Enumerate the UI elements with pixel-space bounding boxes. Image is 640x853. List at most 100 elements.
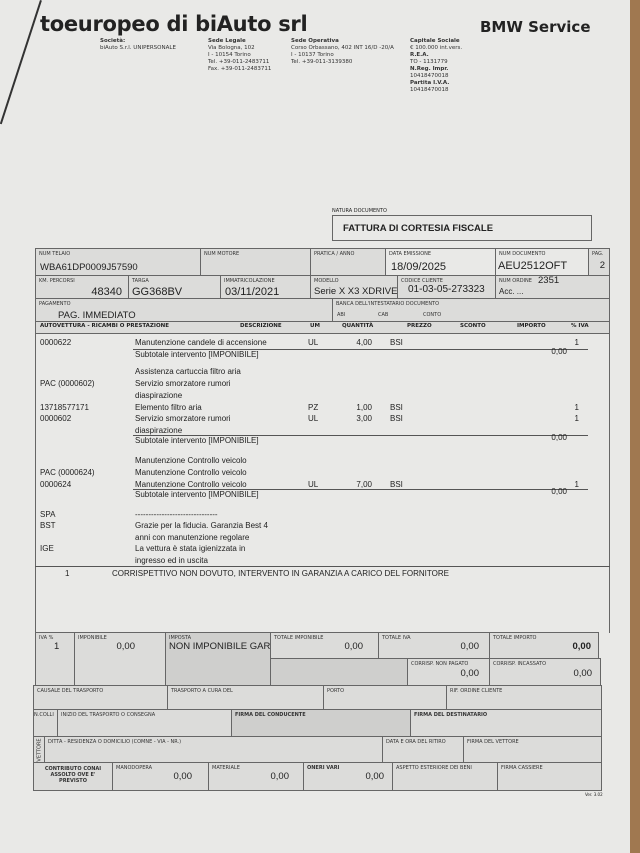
label: PRATICA / ANNO bbox=[314, 251, 355, 257]
natura-label: NATURA DOCUMENTO bbox=[332, 208, 387, 214]
cassiere-box: FIRMA CASSIERE bbox=[497, 762, 602, 791]
value: 0,00 bbox=[116, 641, 136, 652]
line: I - 10137 Torino bbox=[291, 52, 334, 58]
line-desc: Manutenzione Controllo veicolo bbox=[135, 468, 247, 477]
ordine-box: NUM ORDINE 2351 Acc. ... bbox=[495, 275, 610, 299]
label: Sede Legale bbox=[208, 38, 246, 44]
label: IMMATRICOLAZIONE bbox=[224, 278, 275, 284]
label: MANODOPERA bbox=[116, 765, 153, 771]
line: 10418470018 bbox=[410, 73, 449, 79]
label: NUM MOTORE bbox=[204, 251, 240, 257]
line-desc: La vettura è stata igienizzata in bbox=[135, 544, 246, 553]
label: DATA EMISSIONE bbox=[389, 251, 432, 257]
label: FIRMA DEL CONDUCENTE bbox=[235, 712, 306, 718]
capitale-sociale: Capitale Sociale € 100.000 int.vers. R.E.A… bbox=[410, 38, 462, 94]
line: € 100.000 int.vers. bbox=[410, 45, 463, 51]
label: R.E.A. bbox=[410, 52, 429, 58]
subtotal-line bbox=[133, 435, 588, 436]
line-importo: 0,00 bbox=[551, 347, 567, 356]
incassato-box: CORRISP. INCASSATO 0,00 bbox=[489, 658, 601, 686]
numdoc-box: NUM DOCUMENTO AEU2512OFT bbox=[495, 248, 589, 276]
km-box: KM. PERCORSI 48340 bbox=[35, 275, 129, 299]
targa-box: TARGA GG368BV bbox=[128, 275, 221, 299]
column-header: SCONTO bbox=[460, 323, 486, 329]
line-desc: Manutenzione Controllo veicolo bbox=[135, 480, 247, 489]
line-desc: Subtotale intervento [IMPONIBILE] bbox=[135, 350, 259, 359]
label: CAUSALE DEL TRASPORTO bbox=[37, 688, 104, 694]
line: Fax. +39-011-2483711 bbox=[208, 66, 272, 72]
line-desc: Grazie per la fiducia. Garanzia Best 4 bbox=[135, 521, 268, 530]
label: IVA % bbox=[39, 635, 54, 641]
aspetto-box: ASPETTO ESTERIORE DEI BENI bbox=[392, 762, 498, 791]
column-header: PREZZO bbox=[407, 323, 432, 329]
sede-operativa: Sede Operativa Corso Orbassano, 402 INT 1… bbox=[291, 38, 394, 66]
document-type: FATTURA DI CORTESIA FISCALE bbox=[343, 223, 494, 234]
rif-box: RIF. ORDINE CLIENTE bbox=[446, 685, 602, 710]
tot-iva-box: TOTALE IVA 0,00 bbox=[378, 632, 490, 659]
table-edge-background bbox=[630, 0, 640, 853]
label: PAG. bbox=[592, 251, 604, 257]
manodopera-box: MANODOPERA 0,00 bbox=[112, 762, 209, 791]
immatricolazione-box: IMMATRICOLAZIONE 03/11/2021 bbox=[220, 275, 311, 299]
label: CORRISP. INCASSATO bbox=[493, 661, 547, 667]
causale-box: CAUSALE DEL TRASPORTO bbox=[33, 685, 168, 710]
firma-vettore-box: FIRMA DEL VETTORE bbox=[463, 736, 602, 763]
value: 48340 bbox=[91, 286, 122, 298]
value: 0,00 bbox=[460, 641, 480, 652]
label: MODELLO bbox=[314, 278, 339, 284]
divider bbox=[35, 566, 610, 567]
sede-legale: Sede Legale Via Bologna, 102 I - 10154 Tor… bbox=[208, 38, 271, 73]
line-importo: 0,00 bbox=[551, 433, 567, 442]
line-desc: Elemento filtro aria bbox=[135, 403, 202, 412]
brand-logo-text: BMW Service bbox=[480, 18, 591, 36]
line-prezzo: BSI bbox=[390, 403, 403, 412]
column-header: % IVA bbox=[571, 323, 589, 329]
column-header: QUANTITÀ bbox=[342, 323, 374, 329]
line-desc: Subtotale intervento [IMPONIBILE] bbox=[135, 490, 259, 499]
pag-box: PAG. 2 bbox=[588, 248, 610, 276]
label: BANCA DELL'INTESTATARIO DOCUMENTO bbox=[336, 301, 440, 307]
column-header: DESCRIZIONE bbox=[240, 323, 282, 329]
label: VETTORE bbox=[36, 738, 43, 762]
label: FIRMA DEL DESTINATARIO bbox=[414, 712, 488, 718]
line-desc: diaspirazione bbox=[135, 391, 183, 400]
line-prezzo: BSI bbox=[390, 338, 403, 347]
label: DATA E ORA DEL RITIRO bbox=[386, 739, 446, 745]
value: 0,00 bbox=[572, 641, 592, 652]
value: 03/11/2021 bbox=[225, 286, 280, 298]
motore-box: NUM MOTORE bbox=[200, 248, 311, 276]
line-code: 0000622 bbox=[40, 338, 72, 347]
label: Società: bbox=[100, 38, 126, 44]
version: Ver. 3.02 bbox=[585, 792, 603, 797]
label: ONERI VARI bbox=[307, 765, 340, 771]
line-iva: 1 bbox=[574, 480, 579, 489]
line-importo: 0,00 bbox=[551, 487, 567, 496]
firma-conducente-box: FIRMA DEL CONDUCENTE bbox=[231, 709, 411, 737]
line-code: PAC (0000624) bbox=[40, 468, 95, 477]
label: IMPONIBILE bbox=[78, 635, 107, 641]
label: PORTO bbox=[327, 688, 345, 694]
cab-label: CAB bbox=[378, 312, 389, 318]
value: 0,00 bbox=[270, 771, 290, 782]
line-desc: ------------------------------- bbox=[135, 510, 218, 519]
subtotal-line bbox=[133, 349, 588, 350]
tot-imponibile-box: TOTALE IMPONIBILE 0,00 bbox=[270, 632, 379, 659]
value: WBA61DP0009J57590 bbox=[40, 262, 138, 273]
label: TRASPORTO A CURA DEL bbox=[171, 688, 233, 694]
line-qty: 4,00 bbox=[356, 338, 372, 347]
line-um: UL bbox=[308, 480, 319, 489]
label: TOTALE IMPONIBILE bbox=[274, 635, 324, 641]
label: FIRMA DEL VETTORE bbox=[467, 739, 519, 745]
value: 0,00 bbox=[573, 668, 593, 679]
company-info: Società: biAuto S.r.l. UNIPERSONALE bbox=[100, 38, 176, 52]
line-desc: Manutenzione candele di accensione bbox=[135, 338, 267, 347]
column-header: AUTOVETTURA - RICAMBI O PRESTAZIONE bbox=[40, 323, 169, 329]
column-header-row bbox=[35, 321, 610, 334]
line: Tel. +39-011-2483711 bbox=[208, 59, 270, 65]
line-qty: 1,00 bbox=[356, 403, 372, 412]
line-prezzo: BSI bbox=[390, 480, 403, 489]
non-pagato-box: CORRISP. NON PAGATO 0,00 bbox=[407, 658, 490, 686]
telaio-box: NUM TELAIO WBA61DP0009J57590 bbox=[35, 248, 201, 276]
empty-box bbox=[270, 658, 408, 686]
firma-destinatario-box: FIRMA DEL DESTINATARIO bbox=[410, 709, 602, 737]
